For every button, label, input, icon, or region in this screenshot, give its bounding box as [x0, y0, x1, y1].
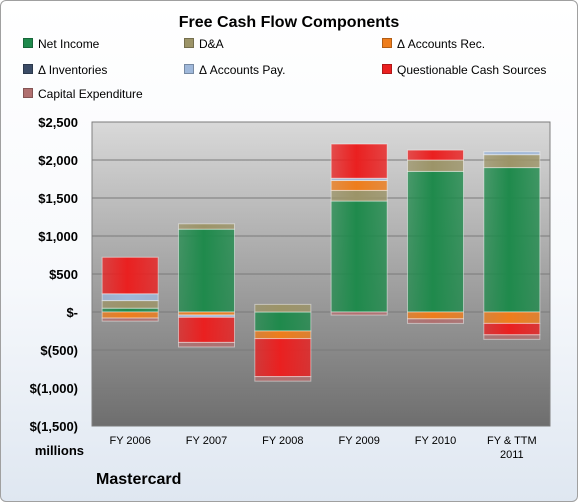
legend-label: Δ Inventories [38, 63, 108, 77]
x-tick-label: FY 2006 [109, 435, 150, 447]
bar-segment [330, 311, 388, 316]
legend-label: D&A [199, 37, 224, 51]
bar-segment [330, 189, 388, 202]
legend-item: D&A [184, 37, 224, 51]
legend-item: Net Income [23, 37, 99, 51]
bar-segment [407, 311, 464, 320]
legend-swatch [23, 38, 33, 48]
x-tick-label: 2011 [500, 449, 524, 461]
bar-segment [254, 330, 312, 340]
bar-segment [330, 143, 388, 179]
bar-segment [254, 376, 312, 382]
bar-segment [483, 154, 541, 169]
y-tick-label: $2,000 [38, 153, 78, 168]
y-tick-label: $(1,500) [30, 419, 78, 434]
x-tick-label: FY 2009 [338, 435, 379, 447]
legend-item: Questionable Cash Sources [382, 63, 546, 77]
legend-item: Δ Inventories [23, 63, 107, 77]
bar-segment [407, 170, 464, 313]
bar-segment [178, 228, 235, 313]
legend-label: Net Income [38, 37, 100, 51]
bar-segment [101, 307, 159, 313]
bar-segment [407, 149, 464, 161]
legend-item: Capital Expenditure [23, 87, 143, 101]
y-tick-label: $(500) [40, 343, 78, 358]
y-tick-label: $1,500 [38, 191, 78, 206]
y-axis-label: millions [35, 443, 84, 458]
bar-segment [483, 311, 541, 324]
x-tick-label: FY 2007 [186, 435, 227, 447]
legend-swatch [382, 38, 392, 48]
legend-label: Δ Accounts Rec. [397, 37, 486, 51]
x-tick-label: FY 2010 [415, 435, 456, 447]
x-tick-label: FY & TTM [487, 435, 537, 447]
bar-segment [178, 316, 235, 343]
legend-label: Capital Expenditure [38, 87, 143, 101]
legend-swatch [23, 64, 33, 74]
bar-segment [254, 338, 312, 378]
y-tick-label: $(1,000) [30, 381, 78, 396]
bar-segment [407, 318, 464, 324]
y-tick-label: $- [66, 305, 78, 320]
bar-segment [407, 159, 464, 172]
y-tick-label: $500 [49, 267, 78, 282]
legend-label: Δ Accounts Pay. [199, 63, 286, 77]
legend-item: Δ Accounts Pay. [184, 63, 286, 77]
bar-segment [101, 300, 159, 309]
bar-segment [178, 223, 235, 230]
bar-segment [483, 334, 541, 340]
legend-label: Questionable Cash Sources [397, 63, 547, 77]
bar-segment [330, 180, 388, 191]
legend-swatch [184, 38, 194, 48]
legend-swatch [23, 88, 33, 98]
bar-segment [178, 341, 235, 348]
legend-item: Δ Accounts Rec. [382, 37, 485, 51]
bar-segment [483, 322, 541, 336]
bar-segment [101, 317, 159, 322]
bar-segment [483, 151, 541, 156]
bar-segment [483, 167, 541, 313]
bar-segment [101, 311, 159, 319]
x-tick-label: FY 2008 [262, 435, 303, 447]
legend-swatch [184, 64, 194, 74]
company-name: Mastercard [96, 471, 182, 488]
bar-segment [101, 256, 159, 295]
bar-segment [254, 303, 312, 313]
bar-segment [330, 177, 388, 182]
y-tick-label: $1,000 [38, 229, 78, 244]
bar-segment [101, 293, 159, 302]
chart-title: Free Cash Flow Components [178, 14, 400, 31]
bar-segment [330, 200, 388, 313]
legend-swatch [382, 64, 392, 74]
bar-segment [254, 311, 312, 332]
y-tick-label: $2,500 [38, 115, 78, 130]
